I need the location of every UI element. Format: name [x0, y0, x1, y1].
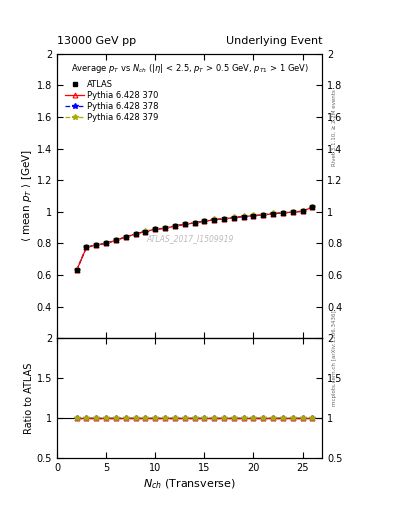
Legend: ATLAS, Pythia 6.428 370, Pythia 6.428 378, Pythia 6.428 379: ATLAS, Pythia 6.428 370, Pythia 6.428 37…	[64, 78, 160, 123]
Text: Rivet 3.1.10, ≥ 2.2M events: Rivet 3.1.10, ≥ 2.2M events	[332, 90, 337, 166]
Text: Average $p_T$ vs $N_{ch}$ ($|\eta|$ < 2.5, $p_T$ > 0.5 GeV, $p_{T1}$ > 1 GeV): Average $p_T$ vs $N_{ch}$ ($|\eta|$ < 2.…	[71, 62, 309, 75]
X-axis label: $N_{ch}$ (Transverse): $N_{ch}$ (Transverse)	[143, 477, 236, 491]
Y-axis label: Ratio to ATLAS: Ratio to ATLAS	[24, 362, 34, 434]
Text: ATLAS_2017_I1509919: ATLAS_2017_I1509919	[146, 234, 233, 243]
Text: Underlying Event: Underlying Event	[226, 36, 322, 46]
Y-axis label: $\langle$ mean $p_T$ $\rangle$ [GeV]: $\langle$ mean $p_T$ $\rangle$ [GeV]	[20, 150, 34, 242]
Text: 13000 GeV pp: 13000 GeV pp	[57, 36, 136, 46]
Text: mcplots.cern.ch [arXiv:1306.3436]: mcplots.cern.ch [arXiv:1306.3436]	[332, 311, 337, 406]
